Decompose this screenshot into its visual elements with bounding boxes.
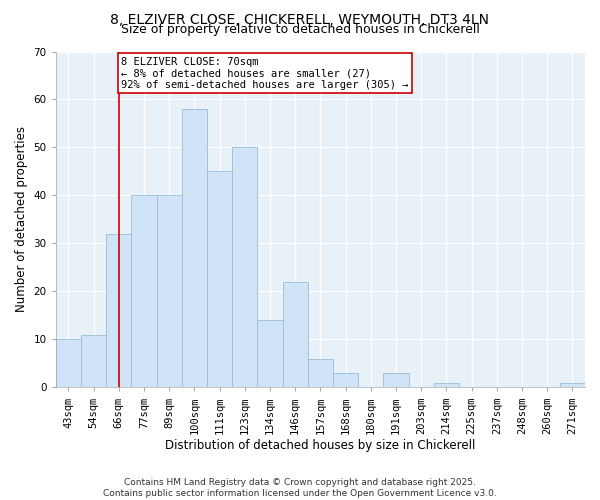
Bar	[333, 373, 358, 388]
Bar	[283, 282, 308, 388]
Bar	[56, 340, 81, 388]
Bar	[207, 172, 232, 388]
Bar	[106, 234, 131, 388]
Bar	[257, 320, 283, 388]
Bar	[308, 358, 333, 388]
Bar	[131, 196, 157, 388]
Text: 8 ELZIVER CLOSE: 70sqm
← 8% of detached houses are smaller (27)
92% of semi-deta: 8 ELZIVER CLOSE: 70sqm ← 8% of detached …	[121, 56, 409, 90]
Bar	[560, 382, 585, 388]
Text: Size of property relative to detached houses in Chickerell: Size of property relative to detached ho…	[121, 22, 479, 36]
Bar	[81, 334, 106, 388]
Text: Contains HM Land Registry data © Crown copyright and database right 2025.
Contai: Contains HM Land Registry data © Crown c…	[103, 478, 497, 498]
Text: 8, ELZIVER CLOSE, CHICKERELL, WEYMOUTH, DT3 4LN: 8, ELZIVER CLOSE, CHICKERELL, WEYMOUTH, …	[110, 12, 490, 26]
Bar	[383, 373, 409, 388]
Bar	[157, 196, 182, 388]
Y-axis label: Number of detached properties: Number of detached properties	[15, 126, 28, 312]
X-axis label: Distribution of detached houses by size in Chickerell: Distribution of detached houses by size …	[165, 440, 476, 452]
Bar	[434, 382, 459, 388]
Bar	[182, 109, 207, 388]
Bar	[232, 148, 257, 388]
